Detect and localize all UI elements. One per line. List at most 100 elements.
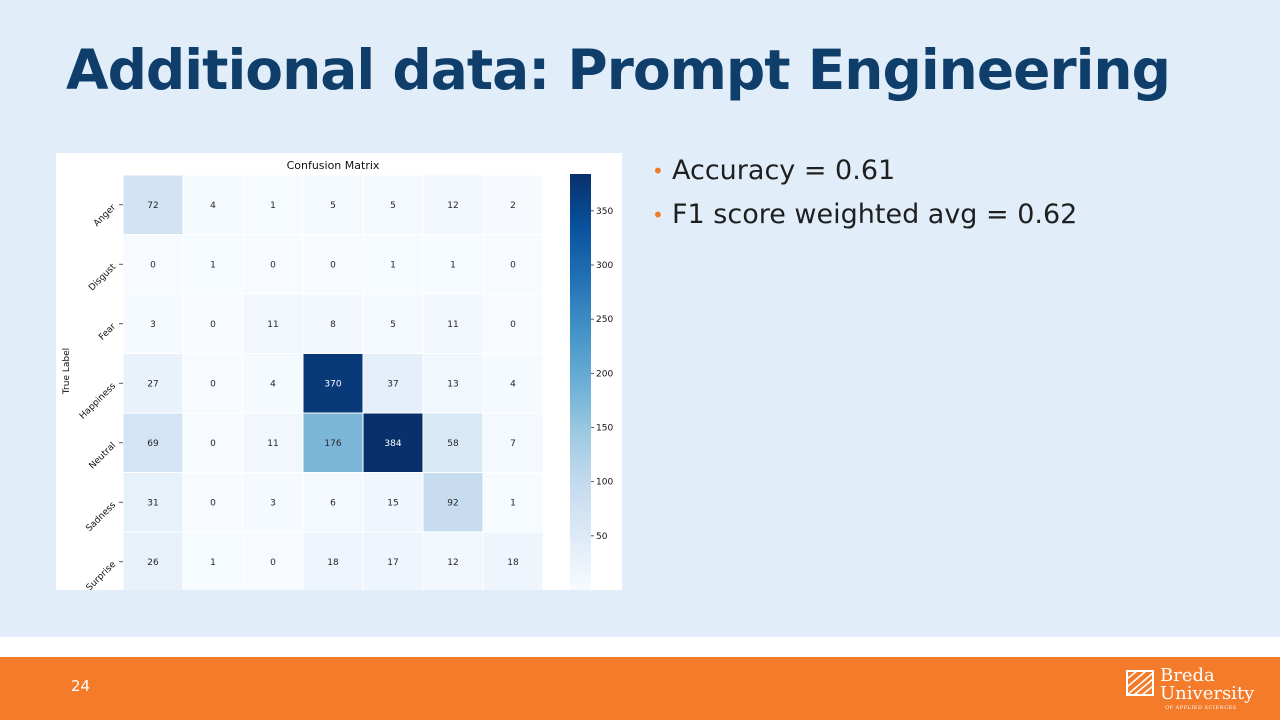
heatmap-cell [122,353,184,414]
logo-line-1: Breda [1160,665,1215,686]
cell-value-label: 0 [210,439,216,449]
cell-value-label: 18 [327,558,339,568]
cell-value-label: 12 [447,558,458,568]
logo-line-2: University [1160,683,1255,704]
cell-value-label: 5 [330,201,336,211]
cell-value-label: 1 [270,201,276,211]
cell-value-label: 0 [510,320,516,330]
heatmap-cell [182,174,244,235]
heatmap-cell [362,234,424,295]
cell-value-label: 5 [390,201,396,211]
cell-value-label: 0 [270,260,276,270]
cell-value-label: 370 [324,379,341,389]
heatmap-cell [422,472,484,533]
cell-value-label: 176 [324,439,341,449]
y-tick-label: Anger [92,203,118,229]
heatmap-cell [242,234,304,295]
chart-title: Confusion Matrix [287,159,380,172]
cell-value-label: 0 [210,379,216,389]
y-tick-label: Happiness [78,381,118,421]
heatmap-cell [362,293,424,354]
y-tick-label: Neutral [88,441,119,472]
slide-title: Additional data: Prompt Engineering [66,38,1171,102]
cell-value-label: 12 [447,201,458,211]
footer-bar: 24 Breda University OF APPLIED SCIENCES [0,657,1280,720]
y-tick-label: Sadness [84,500,118,534]
heatmap-cell [182,293,244,354]
bullet-item-f1: • F1 score weighted avg = 0.62 [652,196,1077,240]
cell-value-label: 69 [147,439,159,449]
cell-value-label: 3 [150,320,156,330]
footer-separator [0,637,1280,657]
cell-value-label: 8 [330,320,336,330]
colorbar: 50 100 150 200 250 300 350 [570,174,613,590]
logo-line-3: OF APPLIED SCIENCES [1165,705,1237,711]
heatmap-cell [242,353,304,414]
cell-value-label: 11 [267,320,278,330]
cell-value-label: 27 [147,379,158,389]
heatmap-cell [302,293,364,354]
heatmap-cell [242,412,304,473]
y-tick-label: Disgust [87,262,118,293]
confusion-matrix-svg: Confusion Matrix True Label 72 4 1 5 5 12 20 1 0… [62,159,613,590]
colorbar-tick-label: 100 [596,478,613,488]
cell-value-label: 1 [210,558,216,568]
cell-value-label: 18 [507,558,519,568]
cell-value-label: 4 [510,379,516,389]
cell-value-label: 58 [447,439,459,449]
heatmap-cell [182,531,244,590]
heatmap-cell [482,174,544,235]
cell-value-label: 1 [510,498,516,508]
heatmap-cell [242,293,304,354]
university-logo: Breda University OF APPLIED SCIENCES [1124,664,1264,712]
cell-value-label: 0 [270,558,276,568]
cell-value-label: 0 [210,320,216,330]
heatmap-cell [302,531,364,590]
cell-value-label: 1 [450,260,456,270]
y-tick-label: Surprise [85,559,119,590]
colorbar-tick-label: 350 [596,207,613,217]
cell-value-label: 72 [147,201,158,211]
heatmap-cell [362,353,424,414]
cell-value-label: 37 [387,379,398,389]
colorbar-tick-label: 150 [596,424,613,434]
heatmap-cell [122,293,184,354]
bullet-dot-icon: • [652,203,664,227]
cell-value-label: 2 [510,201,516,211]
colorbar-tick-label: 50 [596,532,608,542]
confusion-matrix-chart: Confusion Matrix True Label 72 4 1 5 5 12 2 0 1 0… [56,153,622,590]
colorbar-tick-label: 200 [596,369,613,379]
logo-mark-icon [1126,670,1154,696]
cell-value-label: 0 [330,260,336,270]
heatmap-cell [242,531,304,590]
cell-value-label: 7 [510,439,516,449]
heatmap-cell [182,234,244,295]
y-tick-labels: Anger Disgust Fear Happiness Neutral Sadness S… [78,203,123,590]
heatmap-cell [182,353,244,414]
heatmap-cell [422,531,484,590]
heatmap-cell [302,353,364,414]
cell-value-label: 92 [447,498,458,508]
colorbar-tick-label: 300 [596,261,613,271]
heatmap-cells: 72 4 1 5 5 12 20 1 0 0 1 1 03 0 11 8 5 11 027 0 4 370 37 13 469 0… [122,174,544,590]
y-axis-label: True Label [62,348,72,395]
colorbar-gradient [570,174,591,590]
cell-value-label: 17 [387,558,398,568]
cell-value-label: 5 [390,320,396,330]
heatmap-cell [242,174,304,235]
cell-value-label: 0 [210,498,216,508]
bullet-item-accuracy: • Accuracy = 0.61 [652,152,1077,196]
heatmap-cell [302,472,364,533]
colorbar-tick-label: 250 [596,315,613,325]
cell-value-label: 384 [384,439,401,449]
heatmap-cell [422,293,484,354]
cell-value-label: 4 [210,201,216,211]
bullet-text: Accuracy = 0.61 [672,155,896,186]
cell-value-label: 0 [150,260,156,270]
cell-value-label: 1 [210,260,216,270]
cell-value-label: 13 [447,379,458,389]
bullet-list: • Accuracy = 0.61 • F1 score weighted av… [652,152,1077,240]
y-tick-label: Fear [97,322,118,343]
cell-value-label: 11 [267,439,278,449]
heatmap-cell [482,234,544,295]
